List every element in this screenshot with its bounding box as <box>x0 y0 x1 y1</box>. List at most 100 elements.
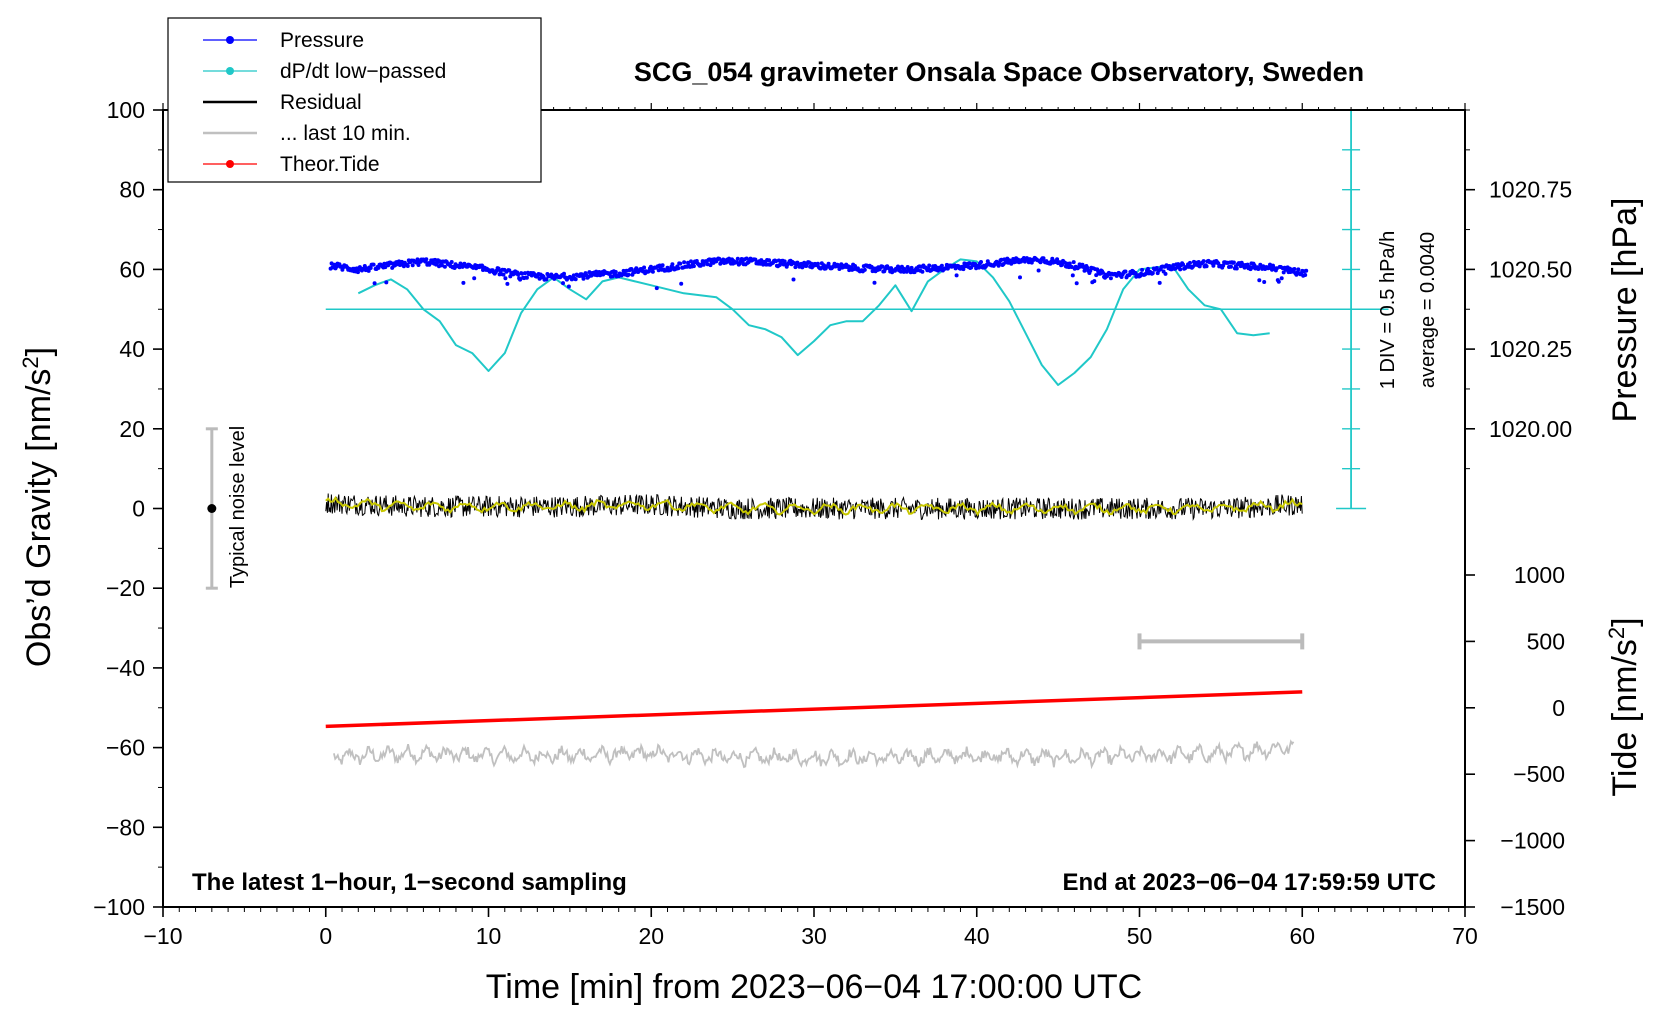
pressure-point <box>717 256 722 261</box>
pressure-point <box>999 257 1004 262</box>
pressure-point <box>1262 280 1267 284</box>
pressure-point <box>1055 257 1060 262</box>
pressure-series <box>328 255 1309 291</box>
y-axis-title-close: ] <box>20 347 58 356</box>
pressure-point <box>1276 279 1281 284</box>
pressure-point <box>1123 269 1128 274</box>
legend-swatch-marker <box>226 160 234 168</box>
pressure-point <box>744 256 749 261</box>
pressure-point <box>691 264 696 269</box>
pressure-point <box>927 263 932 268</box>
pressure-point <box>1146 266 1150 271</box>
pressure-point <box>566 284 571 289</box>
pressure-point <box>1092 279 1097 284</box>
pressure-point <box>880 264 885 269</box>
pressure-point <box>520 271 524 276</box>
pressure-axis-title: Pressure [hPa] <box>1606 198 1644 423</box>
pressure-point <box>977 265 981 270</box>
pressure-point <box>650 269 655 274</box>
pressure-point <box>676 266 681 271</box>
pressure-point <box>1257 278 1262 283</box>
noise-level-label: Typical noise level <box>227 426 249 588</box>
x-tick-label: −10 <box>143 923 182 949</box>
pressure-point <box>376 265 381 270</box>
residual-smoothed-line <box>325 495 1303 517</box>
pressure-point <box>1204 264 1209 269</box>
pressure-point <box>634 266 639 271</box>
pressure-point <box>507 268 512 273</box>
pressure-point <box>366 268 371 273</box>
pressure-point <box>384 280 389 285</box>
pressure-point <box>461 280 466 285</box>
y-axis-title: Obs’d Gravity [nm/s2] <box>18 347 58 667</box>
pressure-point <box>629 267 634 271</box>
pressure-point <box>802 260 807 265</box>
pressure-point <box>368 266 373 270</box>
end-time-note: End at 2023−06−04 17:59:59 UTC <box>1062 869 1436 896</box>
y-tick-label: −40 <box>106 655 145 681</box>
x-tick-label: 60 <box>1289 923 1315 949</box>
pressure-point <box>552 276 557 281</box>
tide-tick-label: 500 <box>1527 628 1565 654</box>
pressure-point <box>1304 268 1309 273</box>
pressure-point <box>372 281 377 286</box>
pressure-point <box>682 260 687 265</box>
legend-box <box>167 17 542 183</box>
pressure-point <box>1163 271 1168 276</box>
pressure-point <box>1071 260 1076 265</box>
sampling-note: The latest 1−hour, 1−second sampling <box>192 869 627 896</box>
pressure-point <box>472 276 477 281</box>
pressure-point <box>954 273 959 278</box>
pressure-tick-label: 1020.50 <box>1489 256 1572 282</box>
pressure-point <box>1036 268 1041 273</box>
x-tick-label: 0 <box>319 923 332 949</box>
pressure-point <box>1157 280 1162 285</box>
x-tick-label: 10 <box>476 923 502 949</box>
pressure-point <box>871 266 876 271</box>
pressure-point <box>791 277 796 282</box>
tide-tick-label: −500 <box>1513 761 1565 787</box>
legend-swatch-marker <box>226 67 234 75</box>
pressure-point <box>382 261 387 266</box>
y-tick-label: 60 <box>119 256 145 282</box>
tide-tick-label: −1000 <box>1500 828 1565 854</box>
pressure-point <box>1221 263 1226 268</box>
chart-title: SCG_054 gravimeter Onsala Space Observat… <box>634 57 1364 87</box>
y-axis-title-main: Obs’d Gravity [nm/s <box>20 369 58 668</box>
tide-axis-title-main: Tide [nm/s <box>1606 639 1644 796</box>
pressure-point <box>961 267 966 272</box>
pressure-point <box>544 277 549 282</box>
pressure-point <box>660 263 665 268</box>
pressure-point <box>979 260 983 264</box>
pressure-point <box>862 267 867 272</box>
pressure-point <box>939 263 944 268</box>
pressure-point <box>1178 267 1183 272</box>
y-tick-label: −100 <box>93 894 145 920</box>
pressure-point <box>656 268 661 273</box>
pressure-point <box>1074 281 1079 286</box>
pressure-point <box>920 269 925 274</box>
pressure-point <box>996 263 1001 268</box>
x-axis-title: Time [min] from 2023−06−04 17:00:00 UTC <box>486 968 1142 1006</box>
x-tick-label: 70 <box>1452 923 1478 949</box>
y-tick-label: 0 <box>132 496 145 522</box>
y-axis-title-sup: 2 <box>18 356 43 368</box>
pressure-point <box>1018 275 1022 280</box>
pressure-point <box>735 256 740 261</box>
pressure-point <box>1070 273 1075 278</box>
y-tick-label: −60 <box>106 735 145 761</box>
tide-axis-title-close: ] <box>1606 617 1644 626</box>
pressure-point <box>524 275 529 280</box>
tide-tick-label: 1000 <box>1514 562 1565 588</box>
pressure-point <box>1069 265 1074 269</box>
pressure-point <box>872 280 877 285</box>
y-tick-label: 100 <box>107 97 145 123</box>
pressure-point <box>670 262 675 267</box>
pressure-point <box>562 271 566 276</box>
pressure-point <box>1041 256 1046 261</box>
rate-scale-division-label: 1 DIV = 0.5 hPa/h <box>1377 231 1399 389</box>
pressure-point <box>1303 273 1308 277</box>
pressure-point <box>668 267 673 272</box>
pressure-point <box>1188 260 1192 265</box>
